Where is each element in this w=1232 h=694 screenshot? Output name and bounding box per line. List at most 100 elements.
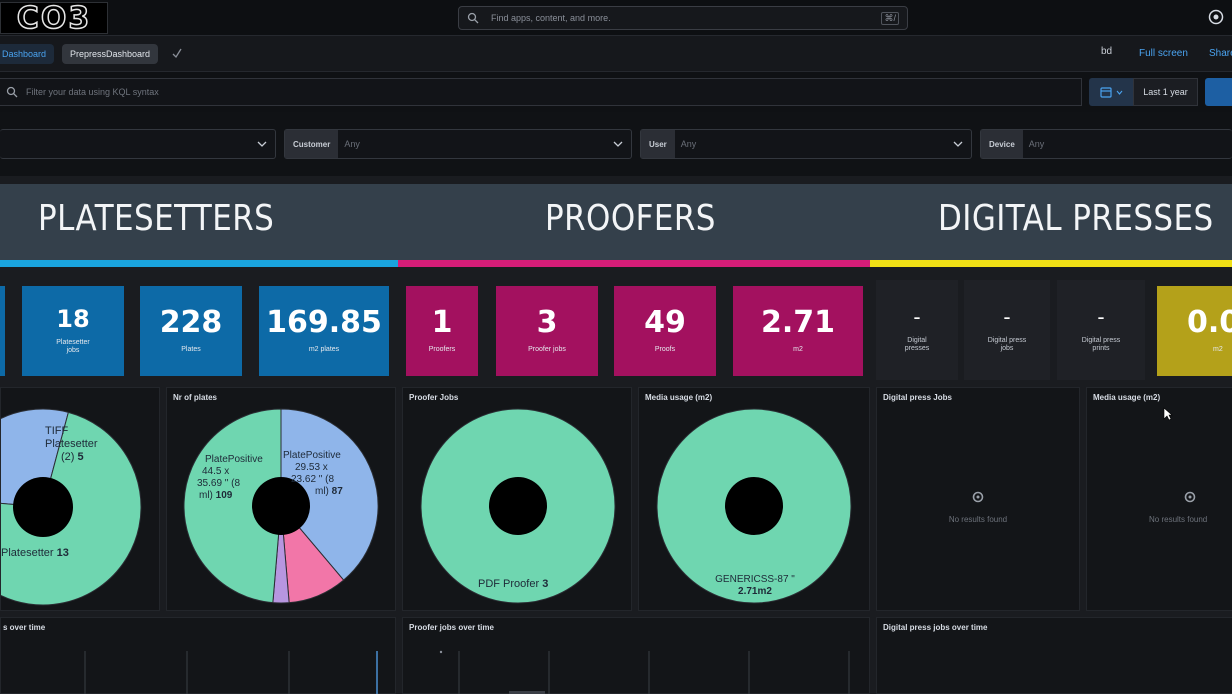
metric-tile-digital-press-jobs[interactable]: - Digital press jobs (964, 280, 1050, 380)
filter-control-0[interactable] (0, 129, 276, 159)
breadcrumb-prepress-dashboard[interactable]: PrepressDashboard (62, 44, 159, 64)
filter-label: User (641, 130, 675, 158)
panel-digital-over-time: Digital press jobs over time (876, 617, 1232, 694)
kql-search-input[interactable]: Filter your data using KQL syntax (0, 78, 1082, 106)
share-link[interactable]: Share (1209, 48, 1232, 59)
metric-tile-platesetter-jobs[interactable]: 18 Platesetter jobs (22, 286, 124, 376)
breadcrumb-bar: Dashboard PrepressDashboard (0, 36, 1232, 72)
panel-title: Proofer jobs over time (409, 623, 494, 632)
search-icon (6, 86, 18, 98)
metric-value: 0.0 (1187, 304, 1232, 340)
metric-tile-partial (0, 286, 5, 376)
metric-value: 169.85 (266, 304, 382, 340)
donut-hole (725, 477, 783, 535)
metric-tile-proofer-jobs[interactable]: 3 Proofer jobs (496, 286, 598, 376)
metric-label: Digital press prints (1081, 336, 1121, 352)
pie-label: PlatePositive (205, 454, 263, 465)
app-logo[interactable]: CO3 (0, 0, 108, 36)
panel-platesetter-over-time: s over time (0, 617, 396, 694)
filter-customer[interactable]: Customer Any (284, 129, 632, 159)
pie-label: 44.5 x (202, 466, 229, 477)
timeseries-chart-proofer (439, 650, 850, 694)
pie-label: Platesetter 13 (1, 547, 69, 559)
metric-value: - (1097, 304, 1105, 329)
logo-text: CO3 (16, 0, 92, 36)
metric-label: Digital press jobs (987, 336, 1027, 352)
calendar-icon (1099, 87, 1112, 98)
pie-label: 29.53 x (295, 462, 328, 473)
panel-media-usage: Media usage (m2) GENERICSS-87 " 2.71m2 (638, 387, 870, 611)
pie-slice[interactable] (280, 408, 379, 581)
checkmark-icon (172, 48, 182, 59)
metric-tile-digital-m2[interactable]: 0.0 m2 (1157, 286, 1232, 376)
pie-label: 2.71m2 (738, 586, 772, 597)
breadcrumb-dashboard[interactable]: Dashboard (0, 44, 55, 64)
date-picker-button[interactable] (1089, 78, 1133, 106)
refresh-button[interactable] (1205, 78, 1232, 106)
metric-value: - (913, 304, 921, 329)
metric-value: 2.71 (760, 304, 836, 340)
panel-title: Digital press jobs over time (883, 623, 988, 632)
metric-value: 18 (56, 304, 90, 333)
section-title-digital-presses: DIGITAL PRESSES (938, 198, 1214, 239)
panel-title: Nr of plates (173, 393, 218, 402)
metric-tile-proofs[interactable]: 49 Proofs (614, 286, 716, 376)
keyboard-shortcut-badge: ⌘/ (881, 11, 899, 25)
pie-chart-media-usage: GENERICSS-87 " 2.71m2 (656, 408, 852, 604)
chevron-down-icon (257, 141, 267, 147)
metric-value: 1 (431, 304, 453, 340)
pie-slice[interactable] (183, 408, 282, 604)
panel-title: Media usage (m2) (1093, 393, 1161, 402)
metric-tile-proofers[interactable]: 1 Proofers (406, 286, 478, 376)
panel-proofer-jobs: Proofer Jobs PDF Proofer 3 (402, 387, 632, 611)
metric-label: m2 (1213, 345, 1223, 353)
chevron-down-icon (953, 141, 963, 147)
help-icon[interactable] (1208, 9, 1224, 25)
metric-label: m2 plates (308, 345, 340, 353)
global-search-placeholder: Find apps, content, and more. (491, 13, 611, 23)
timeseries-chart-platesetter (84, 651, 378, 694)
top-bar: CO3 Find apps, content, and more. ⌘/ (0, 0, 1232, 36)
metric-tile-digital-press-prints[interactable]: - Digital press prints (1057, 280, 1145, 380)
metric-label: Plates (181, 345, 201, 353)
panel-proofer-over-time: Proofer jobs over time (402, 617, 870, 694)
metric-label: Proofer jobs (528, 345, 566, 353)
pie-slice[interactable] (1, 408, 69, 508)
section-title-proofers: PROOFERS (545, 198, 716, 239)
pie-label: ml) 109 (199, 490, 233, 501)
filter-value: Any (680, 139, 697, 149)
metric-tile-plates[interactable]: 228 Plates (140, 286, 242, 376)
global-search[interactable]: Find apps, content, and more. ⌘/ (458, 6, 908, 30)
filter-value: Any (1028, 139, 1045, 149)
metric-value: 228 (159, 304, 223, 340)
pie-label: PlatePositive (283, 450, 341, 461)
metric-tile-proofer-m2[interactable]: 2.71 m2 (733, 286, 863, 376)
donut-hole (489, 477, 547, 535)
time-range-button[interactable]: Last 1 year (1133, 78, 1198, 106)
pie-label: 35.69 " (8 (197, 478, 240, 489)
filter-device[interactable]: Device Any (980, 129, 1232, 159)
pie-chart-proofer-jobs: PDF Proofer 3 (420, 408, 616, 604)
pie-label: Platesetter (45, 438, 98, 450)
section-header-band (0, 184, 1232, 260)
metric-value: - (1003, 304, 1011, 329)
timeseries-point (439, 650, 443, 654)
search-icon (467, 12, 479, 24)
pie-label: 23.62 " (8 (291, 474, 334, 485)
loading-spinner-icon (972, 491, 984, 503)
filter-user[interactable]: User Any (640, 129, 972, 159)
pie-chart-platesetter-jobs: TIFF Platesetter (2) 5 Platesetter 13 (1, 408, 142, 606)
user-avatar[interactable]: bd (1101, 46, 1113, 57)
filter-label: Device (981, 130, 1023, 158)
full-screen-link[interactable]: Full screen (1139, 48, 1188, 59)
filter-value: Any (344, 139, 360, 149)
pie-chart-nr-of-plates: PlatePositive 44.5 x 35.69 " (8 ml) 109 … (183, 408, 379, 604)
metric-tile-digital-presses[interactable]: - Digital presses (876, 280, 958, 380)
filter-label: Customer (285, 130, 339, 158)
metric-tile-m2-plates[interactable]: 169.85 m2 plates (259, 286, 389, 376)
timeseries-scrollbar (509, 691, 545, 694)
metric-label: Platesetter jobs (56, 338, 90, 354)
panel-nr-of-plates: Nr of plates PlatePositive 44.5 x 35.69 … (166, 387, 396, 611)
panel-title: Media usage (m2) (645, 393, 713, 402)
panel-digital-media-usage: Media usage (m2) No results found (1086, 387, 1232, 611)
